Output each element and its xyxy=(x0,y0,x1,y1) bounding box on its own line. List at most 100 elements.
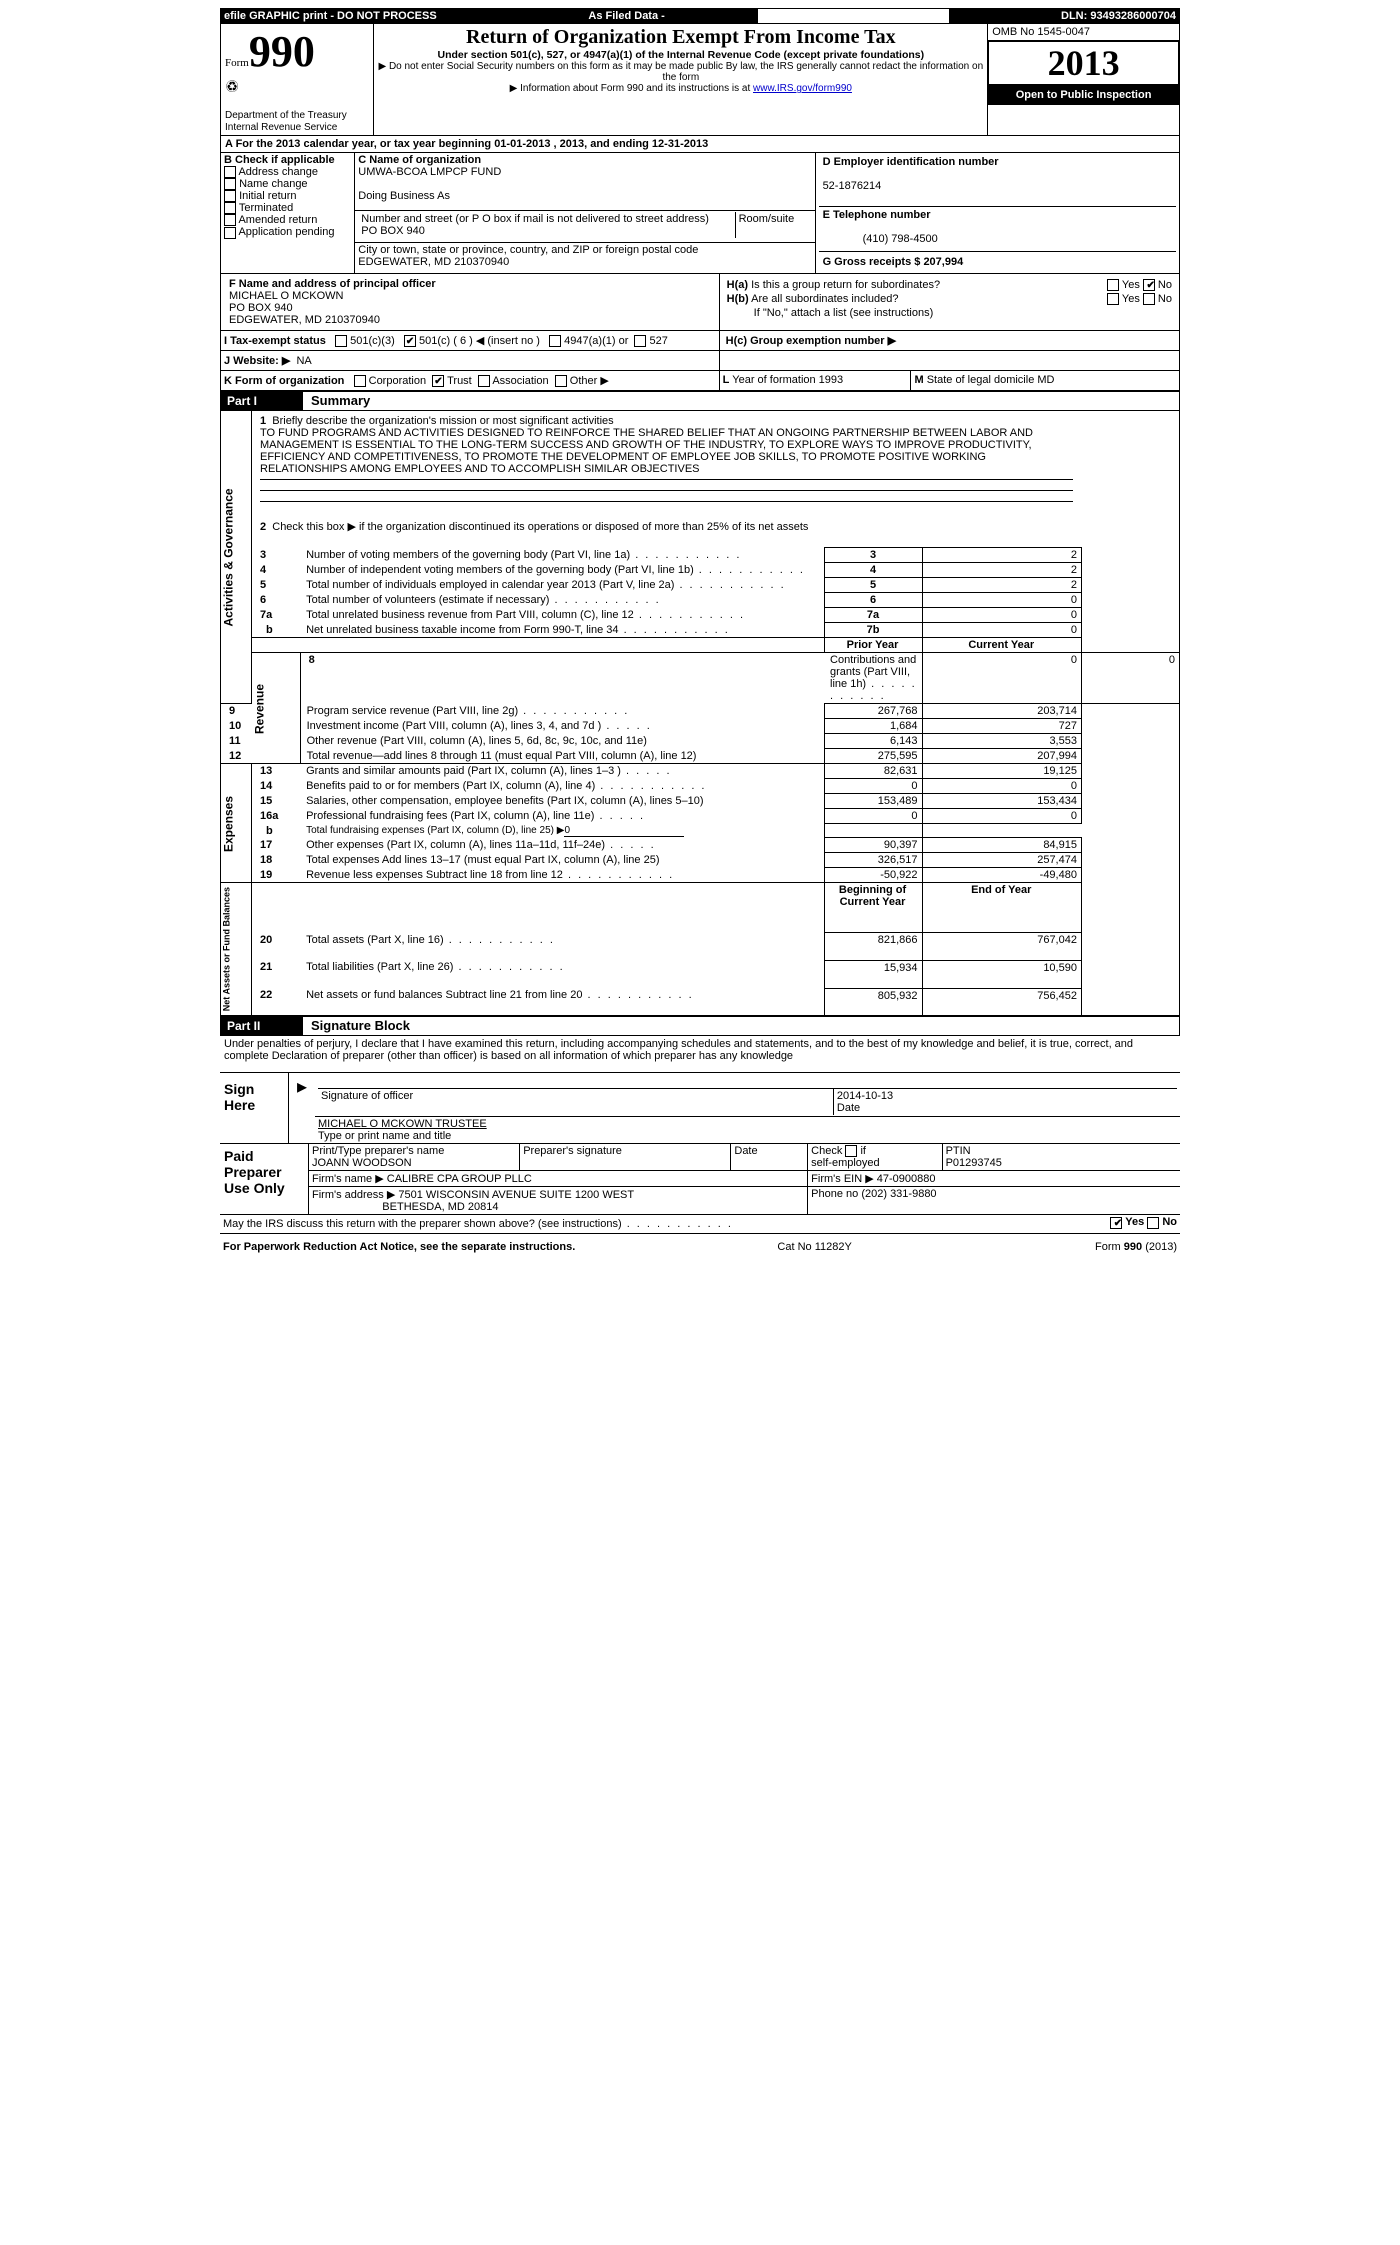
chk-pending[interactable] xyxy=(224,227,236,239)
line5-val: 2 xyxy=(922,578,1081,593)
f-label: F Name and address of principal officer xyxy=(229,278,436,290)
part2-header: Part II Signature Block xyxy=(220,1016,1180,1036)
discuss-no[interactable] xyxy=(1147,1217,1159,1229)
line18-prior: 326,517 xyxy=(824,853,922,868)
sign-here-label: Sign Here xyxy=(224,1081,255,1113)
tax-501c: 501(c) ( 6 ) ◀ (insert no ) xyxy=(419,335,540,347)
chk-other[interactable] xyxy=(555,375,567,387)
firm-addr2: BETHESDA, MD 20814 xyxy=(382,1201,498,1213)
chk-trust[interactable] xyxy=(432,375,444,387)
k-other: Other ▶ xyxy=(570,375,609,387)
dln-label: DLN: 93493286000704 xyxy=(1061,10,1176,22)
part1-body: Activities & Governance 1 Briefly descri… xyxy=(220,411,1180,1016)
line20-curr: 767,042 xyxy=(922,933,1081,961)
chk-assoc[interactable] xyxy=(478,375,490,387)
line19-curr: -49,480 xyxy=(922,868,1081,883)
subtitle-1: Under section 501(c), 527, or 4947(a)(1)… xyxy=(378,49,983,61)
line22-desc: Net assets or fund balances Subtract lin… xyxy=(306,989,582,1001)
chk-amended[interactable] xyxy=(224,214,236,226)
officer-addr2: EDGEWATER, MD 210370940 xyxy=(229,314,380,326)
vlabel-rev: Revenue xyxy=(252,683,266,733)
line16b-val: 0 xyxy=(564,825,684,837)
top-bar: efile GRAPHIC print - DO NOT PROCESS As … xyxy=(220,8,1180,24)
hb-no[interactable] xyxy=(1143,293,1155,305)
type-label: Type or print name and title xyxy=(318,1130,451,1142)
subtitle-2: Do not enter Social Security numbers on … xyxy=(389,61,983,83)
prep-date-label: Date xyxy=(734,1145,757,1157)
chk-terminated[interactable] xyxy=(224,202,236,214)
pra-notice: For Paperwork Reduction Act Notice, see … xyxy=(223,1241,575,1253)
chk-self-employed[interactable] xyxy=(845,1145,857,1157)
line10-prior: 1,684 xyxy=(824,719,922,734)
line8-curr: 0 xyxy=(1081,653,1179,704)
perjury-text: Under penalties of perjury, I declare th… xyxy=(220,1036,1180,1064)
e-label: E Telephone number xyxy=(823,209,931,221)
hb-yes[interactable] xyxy=(1107,293,1119,305)
tax-4947: 4947(a)(1) or xyxy=(564,335,628,347)
return-title: Return of Organization Exempt From Incom… xyxy=(378,26,983,49)
line11-desc: Other revenue (Part VIII, column (A), li… xyxy=(307,735,647,747)
prep-name: JOANN WOODSON xyxy=(312,1157,412,1169)
website-value: NA xyxy=(296,355,311,367)
entity-block: B Check if applicable Address change Nam… xyxy=(220,153,1180,274)
col-prior: Prior Year xyxy=(824,638,922,653)
line6-code: 6 xyxy=(824,593,922,608)
open-inspection: Open to Public Inspection xyxy=(988,85,1179,105)
b-item-3: Terminated xyxy=(239,202,293,214)
line20-desc: Total assets (Part X, line 16) xyxy=(306,934,444,946)
line7b-desc: Net unrelated business taxable income fr… xyxy=(306,624,618,636)
line9-desc: Program service revenue (Part VIII, line… xyxy=(307,705,519,717)
officer-name: MICHAEL O MCKOWN xyxy=(229,290,344,302)
line21-curr: 10,590 xyxy=(922,960,1081,988)
line22-prior: 805,932 xyxy=(824,988,922,1016)
line10-curr: 727 xyxy=(922,719,1081,734)
line3-val: 2 xyxy=(922,548,1081,563)
hc-label: H(c) Group exemption number ▶ xyxy=(726,335,896,347)
line15-desc: Salaries, other compensation, employee b… xyxy=(306,795,703,807)
line2-text: Check this box ▶ if the organization dis… xyxy=(272,521,808,533)
chk-501c[interactable] xyxy=(404,335,416,347)
dept-2: Internal Revenue Service xyxy=(225,122,337,133)
section-a-yearline: A For the 2013 calendar year, or tax yea… xyxy=(220,136,1180,153)
line3-desc: Number of voting members of the governin… xyxy=(306,549,630,561)
chk-corp[interactable] xyxy=(354,375,366,387)
line9-curr: 203,714 xyxy=(922,704,1081,719)
efile-label: efile GRAPHIC print - DO NOT PROCESS xyxy=(224,10,437,22)
line17-prior: 90,397 xyxy=(824,838,922,853)
line13-curr: 19,125 xyxy=(922,764,1081,779)
sign-block: Sign Here ▸ Signature of officer 2014-10… xyxy=(220,1072,1180,1144)
paid-label: Paid Preparer Use Only xyxy=(224,1148,285,1196)
discuss-yes[interactable] xyxy=(1110,1217,1122,1229)
line16b-desc: Total fundraising expenses (Part IX, col… xyxy=(306,825,564,836)
line7a-code: 7a xyxy=(824,608,922,623)
line17-desc: Other expenses (Part IX, column (A), lin… xyxy=(306,839,605,851)
chk-address-change[interactable] xyxy=(224,166,236,178)
chk-4947[interactable] xyxy=(549,335,561,347)
header-block: Form990 ♽ Department of the Treasury Int… xyxy=(220,24,1180,136)
ptin: P01293745 xyxy=(946,1157,1002,1169)
line18-desc: Total expenses Add lines 13–17 (must equ… xyxy=(306,854,659,866)
street-address: PO BOX 940 xyxy=(361,225,425,237)
chk-initial-return[interactable] xyxy=(224,190,236,202)
line19-desc: Revenue less expenses Subtract line 18 f… xyxy=(306,869,563,881)
line13-desc: Grants and similar amounts paid (Part IX… xyxy=(306,765,621,777)
chk-name-change[interactable] xyxy=(224,178,236,190)
website-label: J Website: ▶ xyxy=(224,355,290,367)
line7b-val: 0 xyxy=(922,623,1081,638)
ein: 52-1876214 xyxy=(823,180,882,192)
chk-501c3[interactable] xyxy=(335,335,347,347)
line6-desc: Total number of volunteers (estimate if … xyxy=(306,594,549,606)
line10-desc: Investment income (Part VIII, column (A)… xyxy=(307,720,602,732)
ha-no[interactable] xyxy=(1143,279,1155,291)
prep-sig-label: Preparer's signature xyxy=(523,1145,622,1157)
irs-link[interactable]: www.IRS.gov/form990 xyxy=(753,83,852,94)
k-l-m-row: K Form of organization Corporation Trust… xyxy=(220,371,1180,391)
ha-yes[interactable] xyxy=(1107,279,1119,291)
line6-val: 0 xyxy=(922,593,1081,608)
chk-527[interactable] xyxy=(634,335,646,347)
line5-desc: Total number of individuals employed in … xyxy=(306,579,674,591)
tax-year: 2013 xyxy=(988,41,1179,85)
mission-text: TO FUND PROGRAMS AND ACTIVITIES DESIGNED… xyxy=(260,427,1033,475)
k-assoc: Association xyxy=(492,375,548,387)
firm-ein: 47-0900880 xyxy=(877,1173,936,1185)
